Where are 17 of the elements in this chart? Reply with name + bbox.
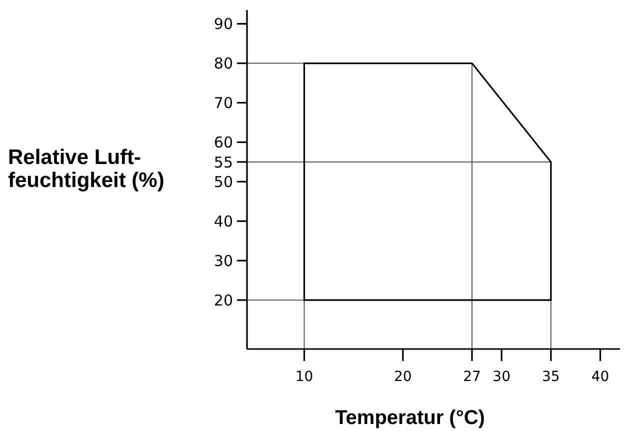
y-tick-label: 90: [214, 15, 233, 34]
y-tick-label: 20: [214, 291, 233, 310]
y-tick-label: 60: [214, 134, 233, 152]
y-tick-label: 30: [214, 252, 233, 270]
x-tick-label: 30: [492, 369, 510, 385]
y-tick-label: 50: [214, 173, 233, 192]
x-tick-label: 35: [542, 369, 560, 385]
y-tick-label: 70: [214, 94, 233, 112]
x-tick-label: 27: [463, 369, 481, 385]
y-tick-label: 80: [214, 54, 233, 73]
x-axis-title: Temperatur (°C): [335, 407, 485, 429]
x-tick-label: 10: [295, 369, 314, 385]
y-tick-label: 55: [214, 153, 233, 172]
y-tick-label: 40: [214, 212, 233, 231]
y-axis-title: Relative Luft- feuchtigkeit (%): [8, 146, 164, 192]
x-tick-label: 20: [394, 369, 412, 385]
x-tick-label: 40: [591, 369, 610, 385]
